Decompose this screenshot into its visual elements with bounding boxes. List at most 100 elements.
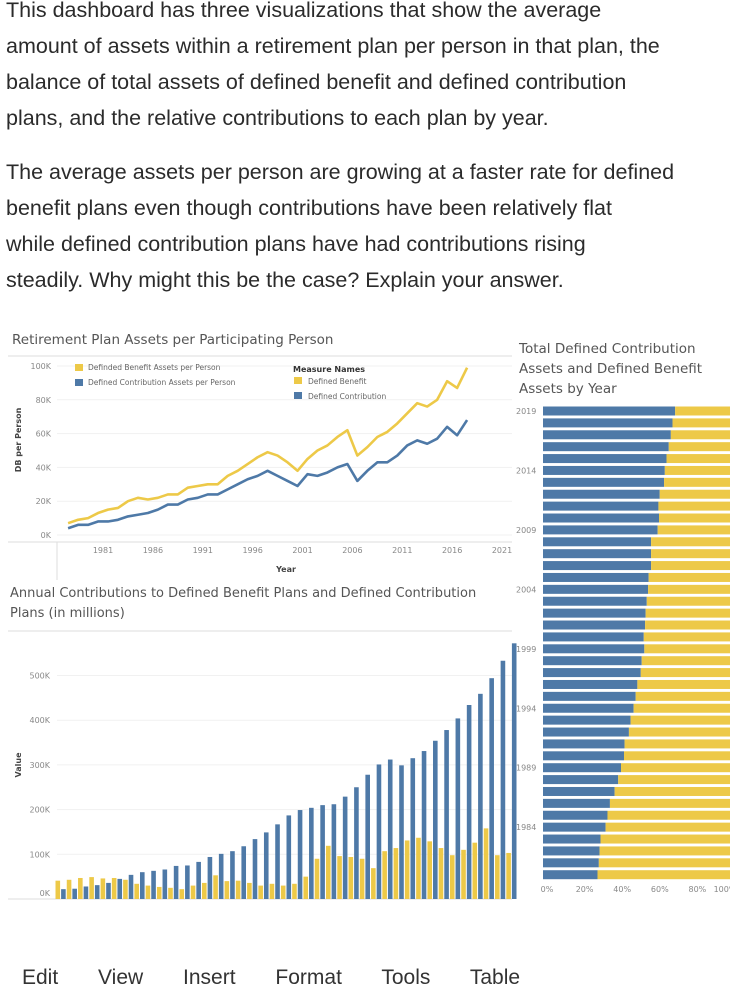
text-line: balance of total assets of defined benef… bbox=[6, 70, 627, 94]
share-bar-defined-contribution-2008 bbox=[543, 537, 652, 547]
bar-defined-contribution-1995 bbox=[241, 846, 247, 899]
share-bar-defined-contribution-1995 bbox=[543, 691, 636, 701]
x-tick-label: 2006 bbox=[342, 546, 362, 555]
share-bar-defined-benefit-2005 bbox=[648, 572, 730, 582]
share-chart-title: Total Defined Contribution Assets and De… bbox=[519, 341, 703, 397]
bar-defined-benefit-1992 bbox=[202, 882, 207, 899]
bar-defined-contribution-2005 bbox=[354, 787, 359, 899]
bar-defined-contribution-1996 bbox=[252, 839, 258, 899]
share-bar-defined-contribution-2006 bbox=[543, 561, 652, 571]
line-series-defined-contribution bbox=[67, 419, 469, 530]
bar-defined-contribution-1998 bbox=[275, 824, 280, 899]
y-tick-label: 1994 bbox=[516, 704, 536, 713]
share-bar-defined-benefit-2016 bbox=[668, 442, 730, 452]
bar-defined-contribution-2012 bbox=[433, 740, 438, 899]
bar-defined-benefit-2010 bbox=[404, 840, 410, 899]
share-bar-defined-benefit-2014 bbox=[664, 465, 730, 475]
bar-defined-benefit-2004 bbox=[337, 856, 342, 899]
share-bar-defined-benefit-1992 bbox=[628, 727, 730, 737]
y-axis-label: DB per Person bbox=[14, 407, 23, 472]
bar-defined-contribution-2003 bbox=[331, 804, 337, 899]
y-tick-label: 2014 bbox=[516, 466, 536, 475]
y-tick-label: 1989 bbox=[516, 764, 536, 773]
bar-defined-contribution-2009 bbox=[399, 765, 404, 899]
share-bar-defined-benefit-1985 bbox=[607, 810, 730, 820]
legend-label: Defined Contribution Assets per Person bbox=[88, 378, 236, 387]
legend-swatch bbox=[75, 364, 83, 371]
bar-defined-contribution-1991 bbox=[196, 861, 201, 899]
bar-defined-contribution-1987 bbox=[151, 870, 156, 899]
text-line: The average assets per person are growin… bbox=[6, 160, 675, 184]
y-tick-label: 300K bbox=[29, 761, 50, 770]
menu-table[interactable]: Table bbox=[469, 966, 521, 989]
x-tick-label: 100% bbox=[714, 885, 730, 894]
bar-defined-benefit-1988 bbox=[156, 886, 162, 899]
bar-defined-benefit-1997 bbox=[258, 885, 263, 899]
bar-defined-benefit-1986 bbox=[134, 883, 139, 899]
share-bar-defined-benefit-1990 bbox=[624, 751, 730, 761]
legend-label: Definded Benefit Assets per Person bbox=[88, 363, 221, 372]
intro-paragraph-2: The average assets per person are growin… bbox=[6, 154, 674, 298]
share-bar-defined-contribution-1991 bbox=[543, 739, 625, 749]
bar-defined-benefit-2006 bbox=[359, 858, 365, 899]
bar-defined-benefit-2002 bbox=[314, 858, 320, 899]
bar-defined-benefit-2011 bbox=[416, 837, 421, 899]
share-bar-defined-contribution-2013 bbox=[543, 477, 665, 487]
bar-defined-benefit-2003 bbox=[325, 845, 331, 899]
share-bar-defined-contribution-2001 bbox=[543, 620, 646, 630]
menu-tools[interactable]: Tools bbox=[381, 966, 431, 989]
bar-defined-benefit-2009 bbox=[393, 848, 399, 899]
bar-defined-contribution-2008 bbox=[387, 759, 393, 899]
bar-defined-benefit-2013 bbox=[438, 848, 444, 899]
bar-defined-contribution-1993 bbox=[218, 853, 224, 899]
bar-defined-benefit-2012 bbox=[427, 841, 433, 899]
share-bar-defined-contribution-1982 bbox=[543, 846, 600, 856]
share-bar-defined-benefit-1993 bbox=[630, 715, 730, 725]
bar-defined-benefit-2001 bbox=[303, 876, 309, 899]
bar-defined-contribution-2019 bbox=[511, 643, 517, 899]
legend-label: Defined Contribution bbox=[308, 392, 386, 401]
bar-defined-benefit-1981 bbox=[78, 877, 83, 899]
y-tick-label: 40K bbox=[36, 463, 52, 472]
bar-defined-contribution-2016 bbox=[478, 693, 483, 899]
share-bar-defined-benefit-2007 bbox=[651, 549, 730, 559]
bar-defined-benefit-2007 bbox=[371, 868, 376, 899]
share-bar-defined-benefit-1980 bbox=[597, 870, 730, 880]
menu-insert[interactable]: Insert bbox=[183, 966, 236, 989]
y-tick-label: 200K bbox=[29, 806, 50, 815]
y-tick-label: 400K bbox=[29, 716, 50, 725]
menu-edit[interactable]: Edit bbox=[22, 966, 59, 989]
bar-defined-benefit-1999 bbox=[280, 885, 286, 899]
bar-defined-benefit-2014 bbox=[449, 855, 455, 899]
bar-defined-benefit-1983 bbox=[100, 878, 106, 899]
x-tick-label: 80% bbox=[689, 885, 707, 894]
bar-defined-benefit-2005 bbox=[348, 856, 354, 899]
share-bar-defined-contribution-2004 bbox=[543, 584, 649, 594]
bar-defined-benefit-1979 bbox=[55, 880, 61, 899]
x-tick-label: 40% bbox=[613, 885, 631, 894]
bar-defined-contribution-2017 bbox=[489, 678, 494, 899]
share-bar-defined-contribution-1980 bbox=[543, 870, 598, 880]
bar-defined-contribution-2007 bbox=[376, 764, 382, 899]
bar-defined-benefit-2008 bbox=[382, 851, 387, 899]
share-bar-defined-benefit-2000 bbox=[643, 632, 730, 642]
share-bar-defined-benefit-2001 bbox=[645, 620, 730, 630]
bar-defined-benefit-1995 bbox=[235, 880, 241, 899]
bar-defined-contribution-1999 bbox=[286, 815, 292, 899]
line-series-defined-benefit bbox=[67, 367, 469, 525]
share-bar-defined-contribution-1981 bbox=[543, 858, 599, 868]
share-bar-defined-contribution-2014 bbox=[543, 465, 665, 475]
menu-format[interactable]: Format bbox=[275, 966, 342, 989]
menu-view[interactable]: View bbox=[98, 966, 144, 989]
bar-defined-contribution-2014 bbox=[455, 718, 461, 899]
y-tick-label: 100K bbox=[29, 850, 50, 859]
share-bar-defined-contribution-2019 bbox=[543, 406, 676, 416]
text-line: steadily. Why might this be the case? Ex… bbox=[6, 268, 564, 292]
legend-label: Defined Benefit bbox=[308, 377, 366, 386]
bar-defined-contribution-1983 bbox=[106, 882, 111, 899]
intro-paragraph-1: This dashboard has three visualizations … bbox=[6, 0, 660, 136]
bar-defined-benefit-1987 bbox=[145, 885, 151, 899]
x-axis-label: Year bbox=[275, 565, 296, 574]
bar-defined-benefit-1996 bbox=[247, 882, 252, 899]
